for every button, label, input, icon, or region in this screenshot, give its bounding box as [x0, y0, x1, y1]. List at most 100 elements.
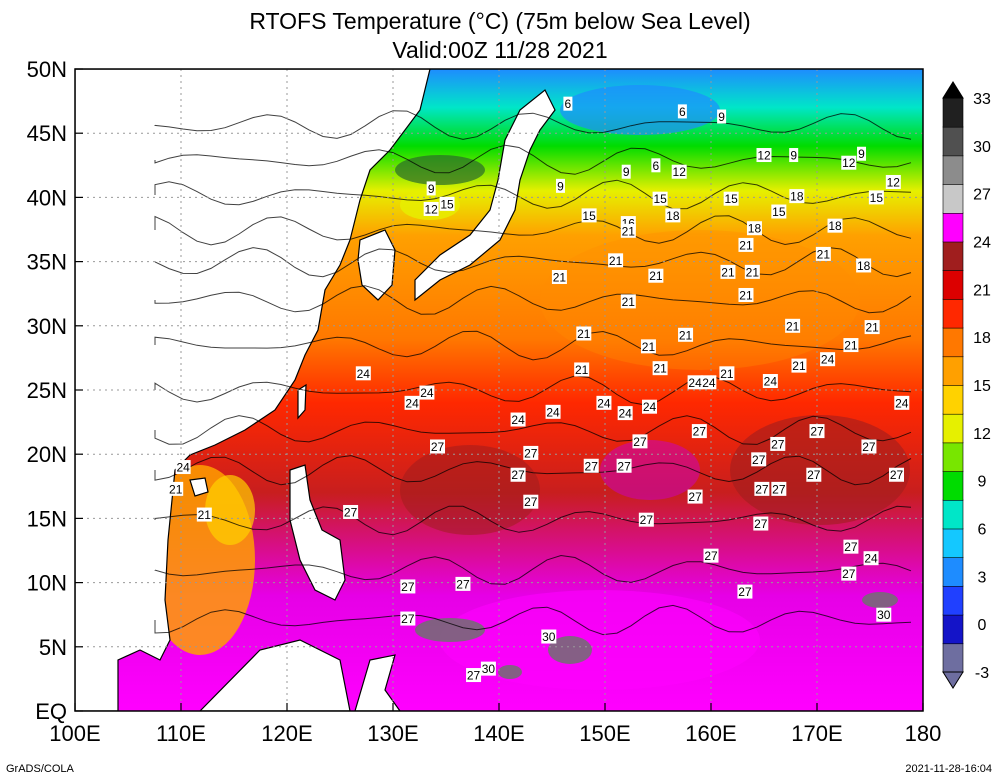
svg-text:24: 24	[618, 407, 632, 421]
cold-patch	[415, 618, 485, 642]
contour-label: 21	[640, 339, 656, 354]
svg-text:9: 9	[623, 165, 630, 179]
x-tick-label: 110E	[156, 721, 206, 746]
svg-text:21: 21	[577, 327, 591, 341]
svg-text:15: 15	[724, 192, 738, 206]
svg-text:15: 15	[653, 192, 667, 206]
contour-label: 21	[678, 327, 694, 342]
contour-label: 24	[404, 395, 420, 410]
svg-text:21: 21	[649, 269, 663, 283]
contour-label: 27	[691, 424, 707, 439]
contour-label: 21	[791, 358, 807, 373]
svg-text:27: 27	[344, 505, 358, 519]
colorbar-segment	[942, 97, 964, 128]
contour-label: 27	[843, 539, 859, 554]
svg-text:27: 27	[844, 540, 858, 554]
contour-label: 30	[541, 629, 557, 644]
svg-text:21: 21	[792, 359, 806, 373]
colorbar-label: 21	[973, 282, 991, 299]
svg-text:21: 21	[739, 288, 753, 302]
svg-text:21: 21	[721, 265, 735, 279]
x-tick-label: 100E	[49, 721, 100, 746]
colorbar-segment	[942, 470, 964, 501]
svg-text:27: 27	[431, 440, 445, 454]
colorbar-segment	[942, 442, 964, 472]
svg-text:21: 21	[622, 295, 636, 309]
contour-label: 27	[771, 481, 787, 496]
contour-label: 15	[723, 191, 739, 206]
svg-text:6: 6	[679, 105, 686, 119]
y-tick-label: 30N	[27, 314, 67, 339]
svg-text:24: 24	[688, 376, 702, 390]
svg-text:27: 27	[688, 490, 702, 504]
contour-label: 24	[596, 395, 612, 410]
landmasses	[75, 69, 556, 711]
contour-label: 15	[868, 190, 884, 205]
contour-label: 24	[545, 404, 561, 419]
contour-label: 12	[885, 174, 901, 189]
colorbar-segment	[942, 269, 964, 300]
contour-label: 27	[703, 548, 719, 563]
svg-text:21: 21	[679, 328, 693, 342]
contour-label: 27	[809, 424, 825, 439]
contour-label: 21	[744, 264, 760, 279]
svg-text:12: 12	[842, 156, 856, 170]
contour-label: 21	[551, 270, 567, 285]
contour-label: 12	[756, 148, 772, 163]
contour-label: 15	[439, 196, 455, 211]
svg-text:27: 27	[771, 437, 785, 451]
contour-label: 12	[841, 155, 857, 170]
svg-text:27: 27	[738, 585, 752, 599]
svg-text:12: 12	[887, 175, 901, 189]
isotherm-contour	[154, 246, 912, 278]
svg-text:27: 27	[693, 425, 707, 439]
colorbar-segment	[942, 155, 964, 185]
colorbar-segment	[942, 212, 964, 243]
svg-text:24: 24	[420, 386, 434, 400]
svg-text:27: 27	[617, 459, 631, 473]
svg-text:24: 24	[821, 353, 835, 367]
svg-text:21: 21	[746, 265, 760, 279]
isotherm-contour	[154, 215, 912, 246]
svg-text:21: 21	[169, 482, 183, 496]
colorbar-segment	[942, 556, 964, 587]
svg-text:27: 27	[524, 446, 538, 460]
contour-label: 9	[857, 146, 867, 161]
taiwan	[297, 383, 307, 420]
gridlines	[75, 69, 923, 711]
contour-label: 27	[806, 467, 822, 482]
svg-text:27: 27	[772, 482, 786, 496]
contour-label: 24	[762, 374, 778, 389]
contour-label: 27	[400, 579, 416, 594]
colorbar-label: 24	[973, 235, 991, 252]
contour-label: 27	[455, 576, 471, 591]
svg-text:21: 21	[198, 508, 212, 522]
colorbar-segment	[942, 327, 964, 358]
korea	[357, 229, 396, 301]
contour-label: 27	[770, 436, 786, 451]
contour-label: 18	[856, 258, 872, 273]
philippines	[289, 464, 346, 601]
contour-label: 15	[581, 208, 597, 223]
contour-label: 21	[648, 268, 664, 283]
y-tick-label: 25N	[27, 378, 67, 403]
svg-text:24: 24	[864, 552, 878, 566]
svg-text:21: 21	[844, 339, 858, 353]
colorbar-top-arrow	[942, 81, 964, 99]
svg-text:9: 9	[858, 147, 865, 161]
svg-text:27: 27	[640, 513, 654, 527]
colorbar-segment	[942, 384, 964, 415]
svg-text:24: 24	[357, 367, 371, 381]
contour-label: 27	[754, 481, 770, 496]
contour-label: 27	[687, 489, 703, 504]
svg-text:24: 24	[405, 396, 419, 410]
contour-label: 24	[687, 375, 703, 390]
svg-text:21: 21	[720, 367, 734, 381]
japan	[414, 89, 556, 302]
chart-title-line2: Valid:00Z 11/28 2021	[392, 37, 608, 63]
svg-text:21: 21	[739, 238, 753, 252]
svg-text:21: 21	[553, 271, 567, 285]
y-tick-label: 35N	[27, 250, 67, 275]
svg-text:21: 21	[817, 247, 831, 261]
